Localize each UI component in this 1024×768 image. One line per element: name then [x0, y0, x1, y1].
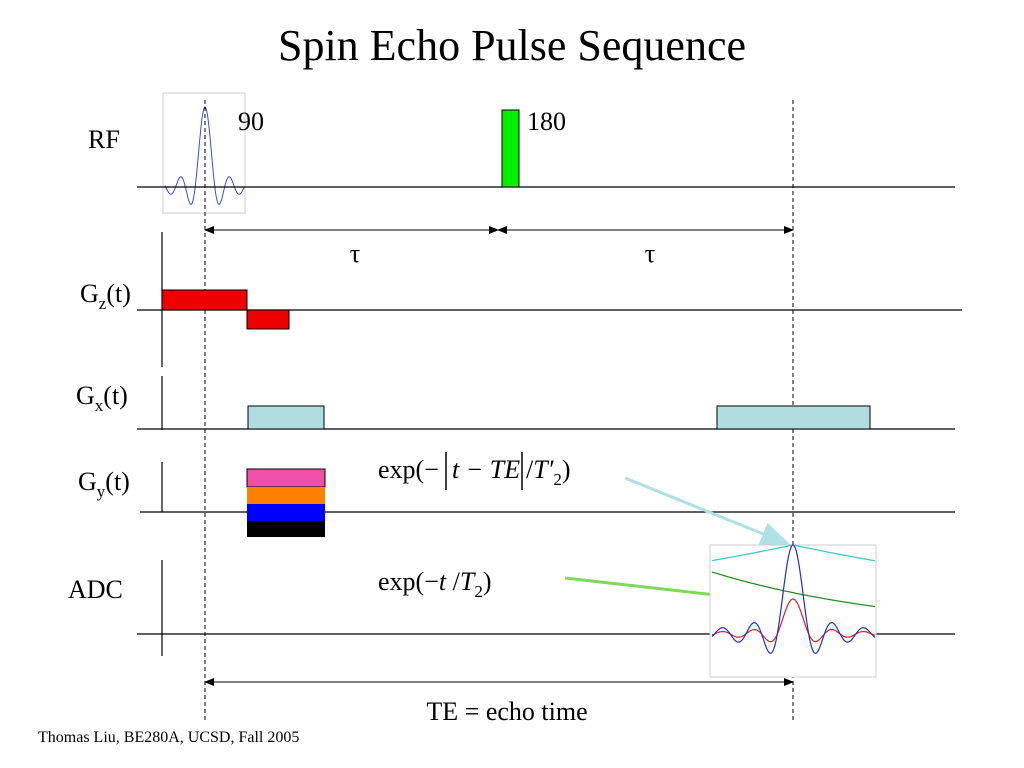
formula-t2: exp(−t /T2): [378, 567, 491, 601]
formula-t2-prime: exp(− t − TE/T′2): [378, 455, 571, 489]
tau-label: τ: [350, 239, 360, 268]
gy-label: Gy(t): [78, 467, 130, 501]
footer: Thomas Liu, BE280A, UCSD, Fall 2005: [38, 729, 299, 746]
phase-encode-steps: [246, 468, 326, 537]
title: Spin Echo Pulse Sequence: [278, 21, 746, 70]
pulse-180-label: 180: [527, 107, 566, 136]
echo-plot: [709, 544, 877, 678]
pulse-90-label: 90: [238, 107, 264, 136]
pointer-arrow: [624, 476, 791, 546]
slice-rephase-gradient: [246, 309, 290, 330]
readout-gradient: [716, 405, 871, 430]
rf-sinc-plot: [162, 92, 246, 214]
gx-label: Gx(t): [76, 381, 128, 415]
pulse-180: [501, 109, 520, 188]
slice-select-gradient: [161, 289, 248, 311]
readout-prephase-gradient: [247, 405, 325, 430]
gz-label: Gz(t): [80, 279, 131, 313]
te-label: TE = echo time: [426, 697, 587, 726]
adc-label: ADC: [68, 575, 123, 604]
rf-label: RF: [88, 125, 120, 154]
tau-label: τ: [645, 239, 655, 268]
